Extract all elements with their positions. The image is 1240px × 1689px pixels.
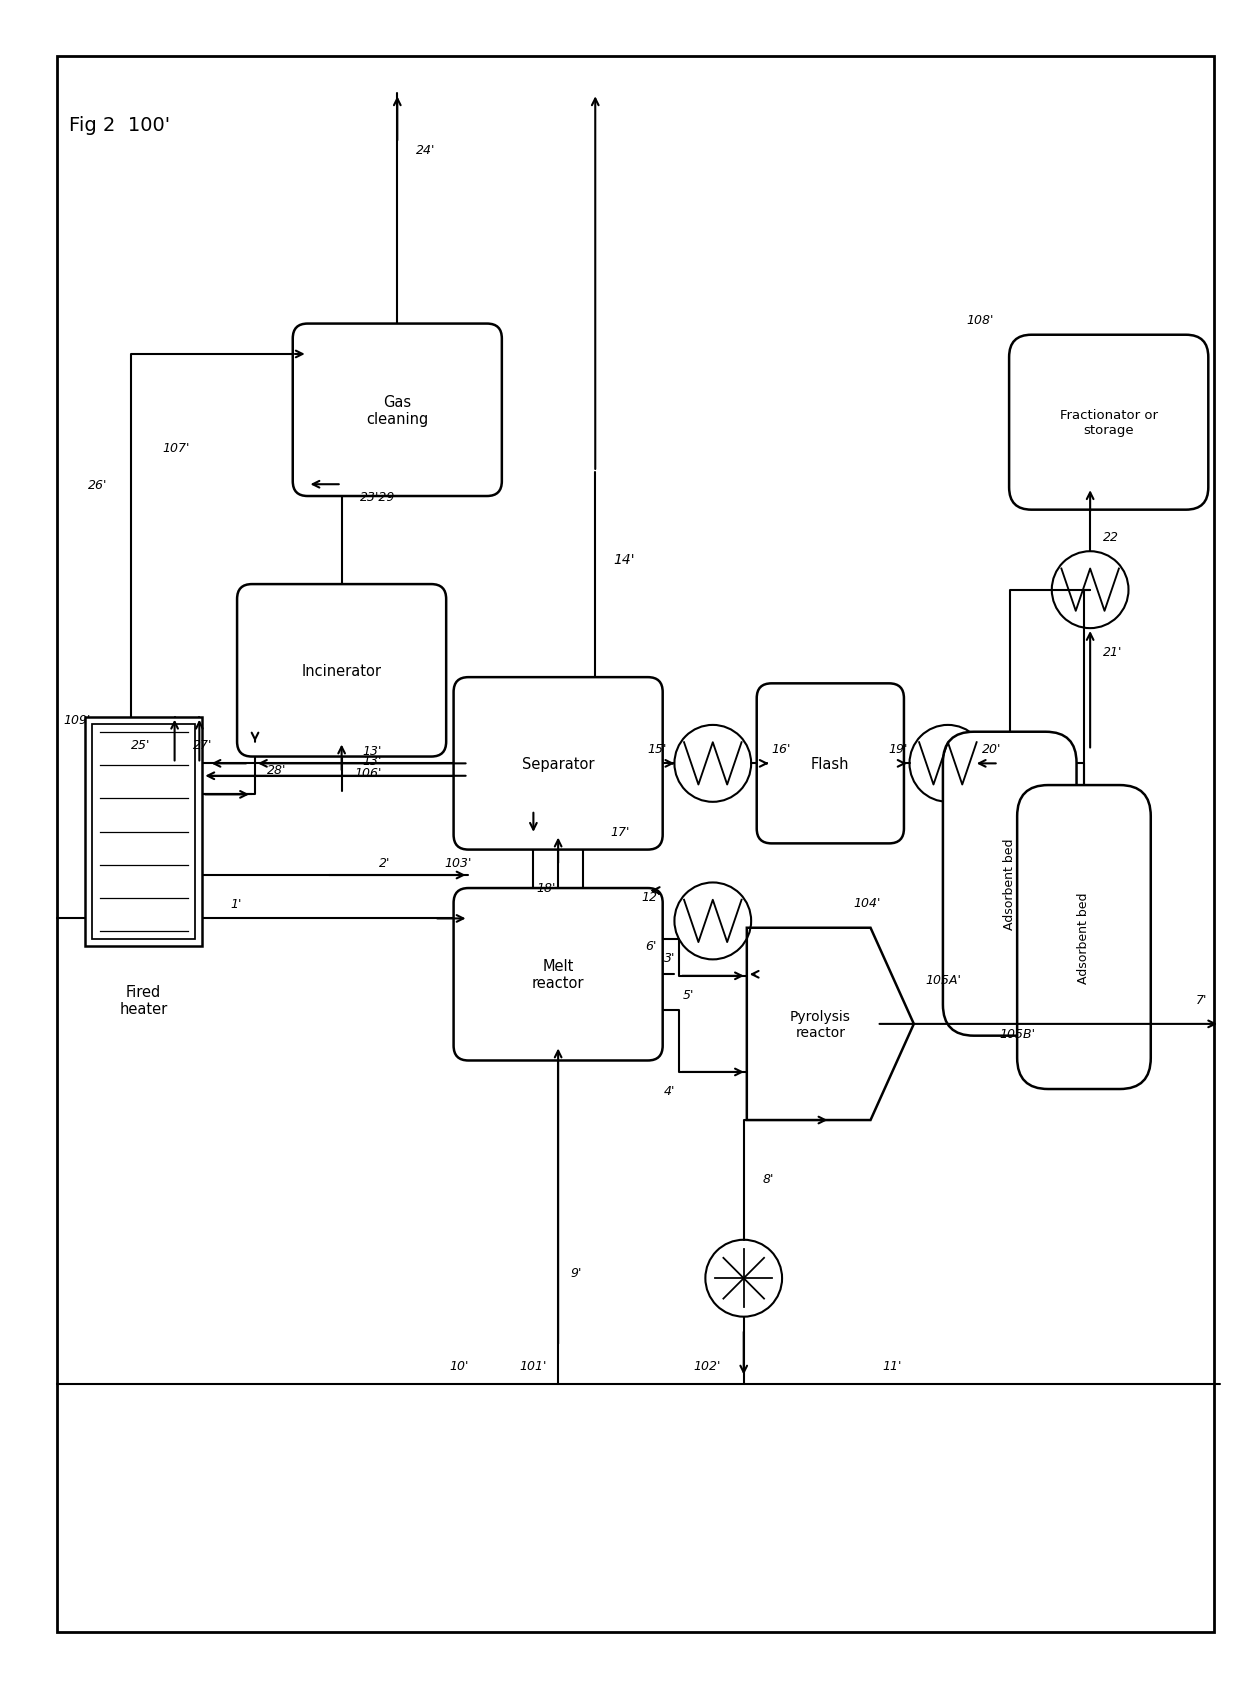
Text: 12': 12' [641, 890, 661, 904]
FancyBboxPatch shape [237, 584, 446, 757]
Text: 10': 10' [449, 1358, 469, 1371]
Text: 101': 101' [520, 1358, 547, 1371]
Text: 3': 3' [663, 951, 675, 964]
Text: Adsorbent bed: Adsorbent bed [1003, 838, 1017, 931]
Text: 18': 18' [536, 882, 556, 895]
Text: 103': 103' [444, 856, 471, 870]
Text: 23'29: 23'29 [360, 491, 396, 503]
Text: Fractionator or
storage: Fractionator or storage [1060, 409, 1158, 437]
FancyBboxPatch shape [1017, 785, 1151, 1089]
Text: 13': 13' [363, 745, 382, 758]
FancyBboxPatch shape [293, 324, 502, 497]
Text: Melt
reactor: Melt reactor [532, 958, 584, 991]
Text: 4': 4' [663, 1084, 675, 1098]
Text: 5': 5' [682, 988, 693, 1002]
Text: Adsorbent bed: Adsorbent bed [1078, 892, 1090, 983]
Text: 27': 27' [193, 738, 212, 752]
Text: 102': 102' [693, 1358, 720, 1371]
Text: 8': 8' [763, 1172, 774, 1186]
Text: Separator: Separator [522, 757, 594, 772]
Text: 104': 104' [854, 897, 882, 909]
Text: 24': 24' [415, 144, 435, 157]
Text: 26': 26' [88, 478, 108, 491]
Text: 106': 106' [353, 767, 382, 780]
Text: 105B': 105B' [999, 1027, 1035, 1040]
Text: Flash: Flash [811, 757, 849, 772]
FancyBboxPatch shape [454, 888, 662, 1061]
FancyBboxPatch shape [1009, 336, 1208, 510]
Text: 1': 1' [231, 897, 242, 910]
Text: 108': 108' [967, 314, 994, 328]
Text: 19': 19' [889, 743, 908, 755]
Text: Fig 2  100': Fig 2 100' [69, 117, 171, 135]
Text: 109': 109' [63, 714, 91, 726]
Bar [92, 725, 195, 939]
Text: 20': 20' [982, 743, 1001, 755]
Text: 22: 22 [1102, 530, 1118, 544]
FancyBboxPatch shape [942, 733, 1076, 1035]
Text: Gas
cleaning: Gas cleaning [366, 394, 429, 427]
Text: 25': 25' [130, 738, 150, 752]
Text: Incinerator: Incinerator [301, 664, 382, 679]
Text: 9': 9' [570, 1265, 582, 1279]
Text: Pyrolysis
reactor: Pyrolysis reactor [790, 1010, 851, 1039]
Text: 7': 7' [1195, 993, 1208, 1007]
FancyBboxPatch shape [756, 684, 904, 844]
Text: 11': 11' [883, 1358, 901, 1371]
Text: 16': 16' [771, 743, 791, 755]
Text: 2': 2' [379, 856, 391, 870]
Text: 105A': 105A' [925, 975, 961, 986]
Bar [84, 718, 202, 948]
Text: 107': 107' [162, 441, 190, 454]
Text: 14': 14' [614, 552, 635, 566]
Text: 17': 17' [610, 826, 630, 839]
Text: 6': 6' [645, 939, 657, 953]
FancyBboxPatch shape [454, 677, 662, 850]
Text: 21': 21' [1102, 645, 1122, 659]
Text: 28': 28' [268, 763, 286, 777]
Polygon shape [746, 929, 914, 1120]
Text: Fired
heater: Fired heater [119, 985, 167, 1017]
Text: 15': 15' [647, 743, 667, 755]
Text: 13': 13' [363, 755, 382, 768]
